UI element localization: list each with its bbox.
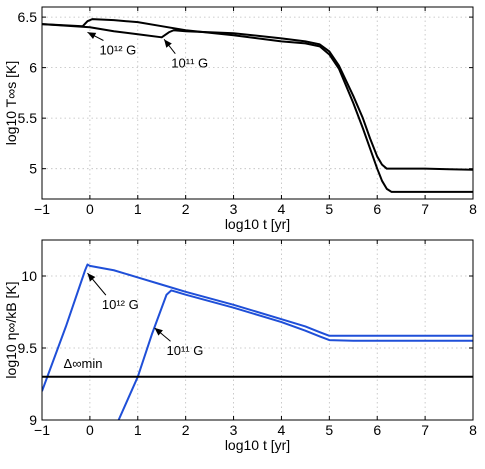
series-line-0 [42,18,473,193]
annotation-label-1: 10¹¹ G [171,56,208,71]
x-tick-label: 6 [373,422,381,438]
x-axis-label: log10 t [yr] [225,216,290,232]
annotation-arrowhead-0 [87,32,97,40]
y-tick-label: 9 [29,412,37,428]
top-chart-panel: −1 0 1 2 3 4 5 6 7 8 5 5.5 6 6.5 log10 t [yr] log10 T∞s… [3,6,477,232]
x-tick-label: 1 [134,422,142,438]
x-tick-label: −1 [34,201,50,217]
x-tick-label: 7 [421,422,429,438]
x-tick-label: 7 [421,201,429,217]
x-tick-label: −1 [34,422,50,438]
x-tick-label: 3 [230,201,238,217]
y-tick-label: 10 [21,268,37,284]
y-axis-label: log10 T∞s [K] [3,61,19,145]
series-line-1 [42,23,473,171]
x-tick-label: 8 [469,201,477,217]
series-line-1 [117,289,473,420]
y-tick-label: 5.5 [18,110,38,126]
x-tick-label: 0 [86,422,94,438]
annotation-label-1: 10¹¹ G [167,343,204,358]
axes-frame [41,6,474,200]
axes-frame [41,239,474,421]
x-tick-label: 0 [86,201,94,217]
annotation-arrowhead-0 [87,273,96,282]
annotation-label-0: 10¹² G [99,42,136,57]
x-tick-label: 1 [134,201,142,217]
x-tick-label: 4 [278,201,286,217]
x-tick-label: 6 [373,201,381,217]
bottom-chart-panel: −1 0 1 2 3 4 5 6 7 8 9 9.5 10 log10 t [yr] log10 η∞/kB… [3,239,477,453]
x-tick-label: 2 [182,422,190,438]
y-axis-label: log10 η∞/kB [K] [3,281,19,378]
annotation-arrowhead-1 [154,327,163,336]
x-tick-label: 5 [325,422,333,438]
x-axis-label: log10 t [yr] [225,437,290,453]
series-line-0 [42,263,473,392]
annotation-label-0: 10¹² G [102,297,139,312]
y-tick-label: 6 [29,60,37,76]
annotation-arrowhead-1 [164,39,172,48]
x-tick-label: 8 [469,422,477,438]
x-tick-label: 5 [325,201,333,217]
x-tick-label: 3 [230,422,238,438]
x-tick-label: 2 [182,201,190,217]
y-tick-label: 5 [29,161,37,177]
annotation-label-2: Δ∞min [64,356,103,371]
x-tick-label: 4 [278,422,286,438]
y-tick-label: 9.5 [18,340,38,356]
y-tick-label: 6.5 [18,9,38,25]
